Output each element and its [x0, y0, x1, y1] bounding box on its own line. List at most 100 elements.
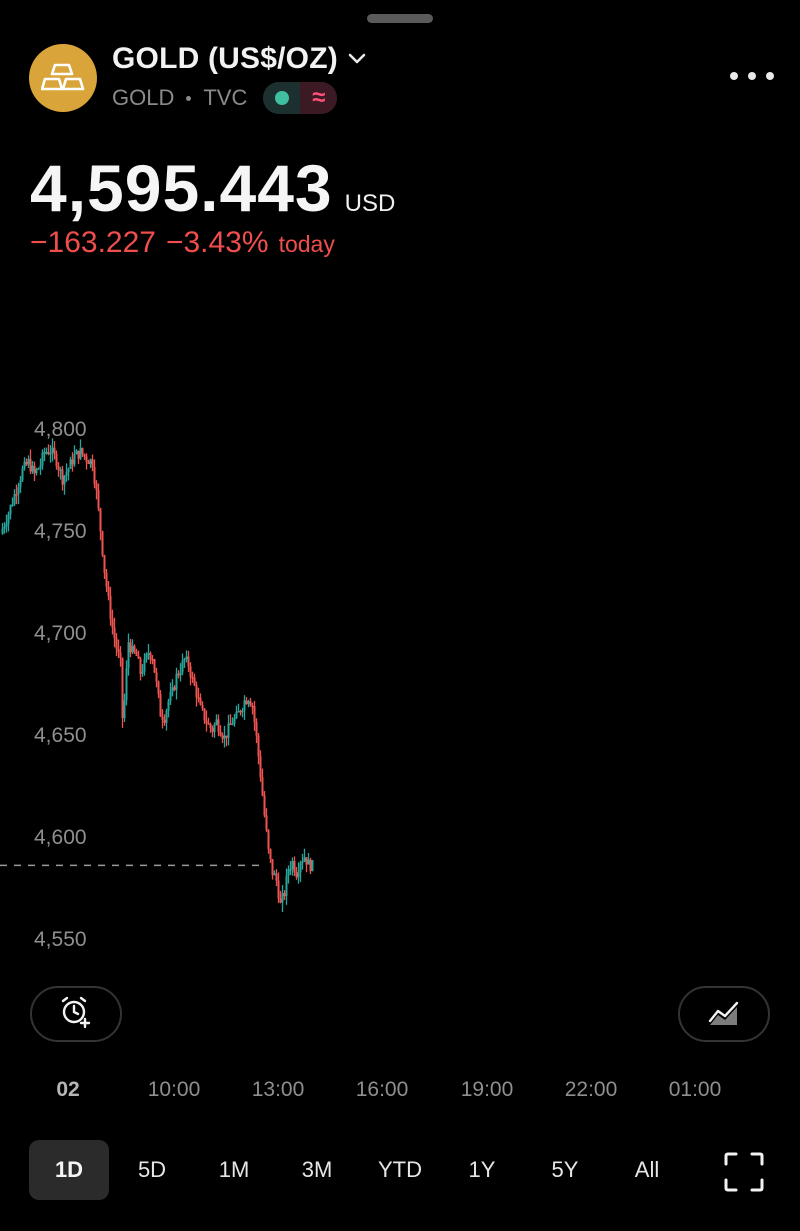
- candle-body: [19, 480, 22, 488]
- candle-body: [295, 872, 298, 878]
- candle-body: [277, 880, 280, 899]
- candle-body: [293, 861, 296, 873]
- last-price: 4,595.443: [30, 151, 333, 225]
- candle-body: [299, 863, 302, 873]
- candle-body: [41, 452, 44, 466]
- candle-body: [61, 469, 64, 485]
- candle-body: [255, 721, 258, 736]
- exchange-name: TVC: [203, 85, 248, 110]
- candle-body: [87, 461, 90, 465]
- candle-body: [107, 586, 110, 597]
- y-tick-label: 4,650: [34, 724, 87, 747]
- candle-body: [217, 719, 220, 732]
- range-tab-5d[interactable]: 5D: [137, 1157, 167, 1182]
- candle-body: [151, 659, 154, 661]
- candle-body: [15, 494, 18, 496]
- candle-body: [225, 735, 228, 738]
- add-alert-button[interactable]: [30, 986, 122, 1042]
- candle-body: [103, 555, 106, 573]
- range-tab-all[interactable]: All: [634, 1157, 660, 1182]
- range-tab-5y[interactable]: 5Y: [551, 1157, 579, 1182]
- candle-body: [3, 526, 6, 529]
- candle-body: [33, 465, 36, 474]
- candle-body: [133, 645, 136, 652]
- candle-body: [69, 459, 72, 469]
- candle-body: [261, 777, 264, 796]
- candle-body: [223, 735, 226, 739]
- candle-body: [275, 873, 278, 881]
- candle-body: [271, 858, 274, 875]
- candle-body: [191, 677, 194, 679]
- candle-body: [73, 454, 76, 465]
- candle-body: [159, 694, 162, 717]
- candle-body: [75, 450, 78, 455]
- sheet-grab-handle[interactable]: [367, 14, 433, 23]
- candle-body: [71, 459, 74, 465]
- candle-body: [195, 685, 198, 698]
- candle-body: [55, 453, 58, 467]
- range-tab-ytd[interactable]: YTD: [378, 1157, 422, 1182]
- range-tab-1d[interactable]: 1D: [29, 1140, 109, 1200]
- candle-body: [201, 704, 204, 709]
- candle-body: [307, 859, 310, 865]
- candle-body: [83, 454, 86, 457]
- candle-body: [167, 701, 170, 712]
- candle-body: [215, 719, 218, 725]
- candle-body: [9, 505, 12, 515]
- candle-body: [25, 461, 28, 465]
- more-options-button[interactable]: [730, 60, 774, 92]
- candle-body: [259, 756, 262, 778]
- candle-body: [169, 692, 172, 702]
- range-tab-3m[interactable]: 3M: [301, 1157, 333, 1182]
- candle-body: [305, 857, 308, 865]
- candle-body: [311, 860, 314, 872]
- range-tab-1y[interactable]: 1Y: [468, 1157, 496, 1182]
- x-tick-label: 16:00: [355, 1078, 409, 1101]
- y-tick-label: 4,600: [34, 826, 87, 849]
- alarm-add-icon: [59, 995, 93, 1034]
- candle-body: [31, 465, 34, 472]
- candle-body: [53, 447, 56, 454]
- candle-body: [5, 523, 8, 527]
- chevron-down-icon: [348, 53, 366, 65]
- daily-change: −163.227 −3.43% today: [30, 226, 335, 260]
- candle-body: [171, 687, 174, 693]
- time-axis: 02 10:00 13:00 16:00 19:00 22:00 01:00: [0, 1078, 800, 1108]
- candle-body: [209, 724, 212, 728]
- symbol-title-button[interactable]: GOLD (US$/OZ): [112, 42, 366, 76]
- range-selector: 1D 5D 1M 3M YTD 1Y 5Y All: [0, 1140, 800, 1202]
- candle-body: [121, 658, 124, 719]
- candle-body: [235, 711, 238, 718]
- candle-body: [89, 459, 92, 465]
- candle-body: [141, 671, 144, 674]
- candle-body: [97, 489, 100, 509]
- candle-body: [213, 724, 216, 732]
- candle-body: [95, 483, 98, 490]
- candle-body: [37, 468, 40, 470]
- candle-body: [241, 710, 244, 713]
- fullscreen-button[interactable]: [722, 1150, 766, 1194]
- candle-body: [267, 830, 270, 850]
- price-chart[interactable]: [0, 400, 800, 960]
- candle-body: [263, 795, 266, 816]
- candle-body: [175, 673, 178, 690]
- candle-body: [7, 514, 10, 524]
- candle-body: [45, 452, 48, 454]
- candle-body: [125, 668, 128, 701]
- candle-body: [27, 458, 30, 465]
- candle-body: [211, 727, 214, 732]
- candle-body: [203, 708, 206, 721]
- candle-body: [177, 673, 180, 676]
- x-tick-label: 02: [56, 1078, 80, 1101]
- candle-body: [165, 711, 168, 724]
- candle-body: [143, 659, 146, 672]
- range-tab-1m[interactable]: 1M: [218, 1157, 250, 1182]
- candle-body: [265, 815, 268, 831]
- market-status-pill[interactable]: ≈: [263, 82, 338, 114]
- chart-style-button[interactable]: [678, 986, 770, 1042]
- candle-body: [185, 656, 188, 660]
- candle-body: [115, 638, 118, 649]
- candle-body: [187, 656, 190, 667]
- candle-body: [249, 701, 252, 706]
- fullscreen-icon: [722, 1152, 766, 1198]
